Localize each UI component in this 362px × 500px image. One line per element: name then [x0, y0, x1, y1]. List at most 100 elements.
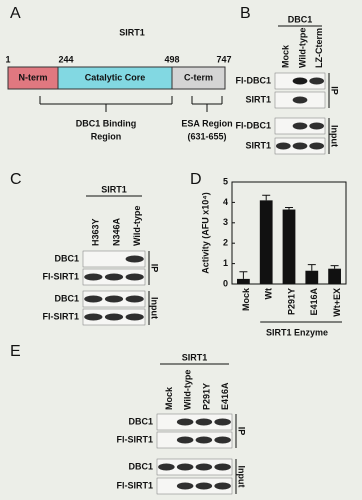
lane-label: H363Y — [91, 218, 101, 246]
row-label: DBC1 — [128, 461, 153, 471]
blot-strip — [156, 458, 233, 476]
row-label: DBC1 — [128, 416, 153, 426]
x-tick-label: E416A — [309, 288, 319, 316]
position-label: 498 — [164, 54, 179, 64]
band — [292, 77, 308, 85]
position-label: 1 — [5, 54, 10, 64]
section-label: IP — [237, 427, 247, 436]
row-label: Fl-SIRT1 — [116, 480, 153, 490]
row-label: SIRT1 — [245, 140, 271, 150]
region-label: Region — [91, 131, 122, 141]
y-axis-label: Activity (AFU x10⁴) — [200, 192, 210, 273]
band — [125, 295, 144, 303]
section-label: Input — [150, 297, 160, 319]
region-label: (631-655) — [187, 131, 226, 141]
x-tick-label: Wt+EX — [332, 288, 342, 317]
domain-label: C-term — [184, 72, 213, 82]
band — [214, 482, 231, 490]
lane-label: Wild-type — [183, 370, 193, 410]
band — [104, 295, 124, 303]
band — [292, 122, 308, 130]
band — [292, 142, 308, 150]
lane-label: LZ-Cterm — [314, 28, 324, 68]
band — [84, 295, 103, 303]
row-label: Fl-SIRT1 — [116, 434, 153, 444]
lane-label: E416A — [220, 382, 230, 410]
bar — [237, 278, 250, 284]
section-label: Input — [330, 125, 340, 147]
domain-box — [171, 66, 226, 90]
row-label: DBC1 — [54, 293, 79, 303]
row-label: Fl-DBC1 — [236, 75, 272, 85]
lane-label: Mock — [281, 44, 291, 68]
y-tick-label: 3 — [223, 217, 228, 227]
band — [125, 273, 144, 281]
y-tick-label: 1 — [223, 258, 228, 268]
blot-strip — [156, 431, 233, 449]
lane-label: Mock — [164, 386, 174, 410]
row-label: SIRT1 — [245, 94, 271, 104]
panel-label: E — [10, 343, 21, 360]
band — [104, 313, 124, 321]
band — [125, 255, 144, 263]
panel-label: B — [240, 5, 251, 22]
bar — [328, 268, 341, 284]
panel-label: A — [10, 5, 21, 22]
panel-label: C — [10, 171, 22, 188]
lane-label: Wild-type — [297, 28, 307, 68]
blot-strip — [156, 413, 233, 431]
band — [309, 142, 324, 150]
x-axis-label: SIRT1 Enzyme — [266, 327, 328, 337]
bar — [259, 200, 273, 284]
y-tick-label: 5 — [223, 176, 228, 186]
lane-label: N346A — [111, 217, 121, 246]
band — [176, 463, 194, 471]
band — [309, 77, 324, 85]
x-tick-label: Mock — [241, 287, 251, 311]
band — [276, 142, 291, 150]
band — [309, 122, 324, 130]
position-label: 244 — [58, 54, 73, 64]
bar — [282, 209, 296, 284]
band — [195, 482, 213, 490]
y-tick-label: 0 — [223, 278, 228, 288]
x-tick-label: Wt — [264, 288, 274, 300]
protein-title: SIRT1 — [119, 27, 145, 37]
domain-label: N-term — [18, 72, 47, 82]
band — [195, 418, 213, 426]
region-label: DBC1 Binding — [76, 118, 137, 128]
region-label: ESA Region — [181, 118, 232, 128]
x-tick-label: P291Y — [286, 288, 296, 315]
band — [292, 96, 308, 104]
band — [84, 273, 103, 281]
band — [214, 463, 231, 471]
lane-label: P291Y — [201, 383, 211, 410]
group-label: SIRT1 — [101, 184, 127, 194]
position-label: 747 — [216, 54, 231, 64]
section-label: IP — [150, 264, 160, 273]
band — [176, 482, 194, 490]
lane-label: Wild-type — [132, 206, 142, 246]
row-label: Fl-SIRT1 — [42, 271, 79, 281]
band — [84, 313, 103, 321]
band — [214, 436, 231, 444]
blot-strip — [82, 250, 146, 268]
section-label: Input — [237, 466, 247, 488]
band — [158, 463, 175, 471]
band — [176, 418, 194, 426]
bar — [305, 270, 319, 284]
row-label: Fl-DBC1 — [236, 120, 272, 130]
row-label: DBC1 — [54, 253, 79, 263]
blot-strip — [156, 477, 233, 495]
band — [104, 273, 124, 281]
band — [125, 313, 144, 321]
y-tick-label: 2 — [223, 238, 228, 248]
y-tick-label: 4 — [223, 197, 228, 207]
domain-label: Catalytic Core — [85, 72, 146, 82]
band — [195, 463, 213, 471]
group-label: DBC1 — [288, 14, 313, 24]
section-label: IP — [330, 86, 340, 95]
band — [195, 436, 213, 444]
band — [214, 418, 231, 426]
